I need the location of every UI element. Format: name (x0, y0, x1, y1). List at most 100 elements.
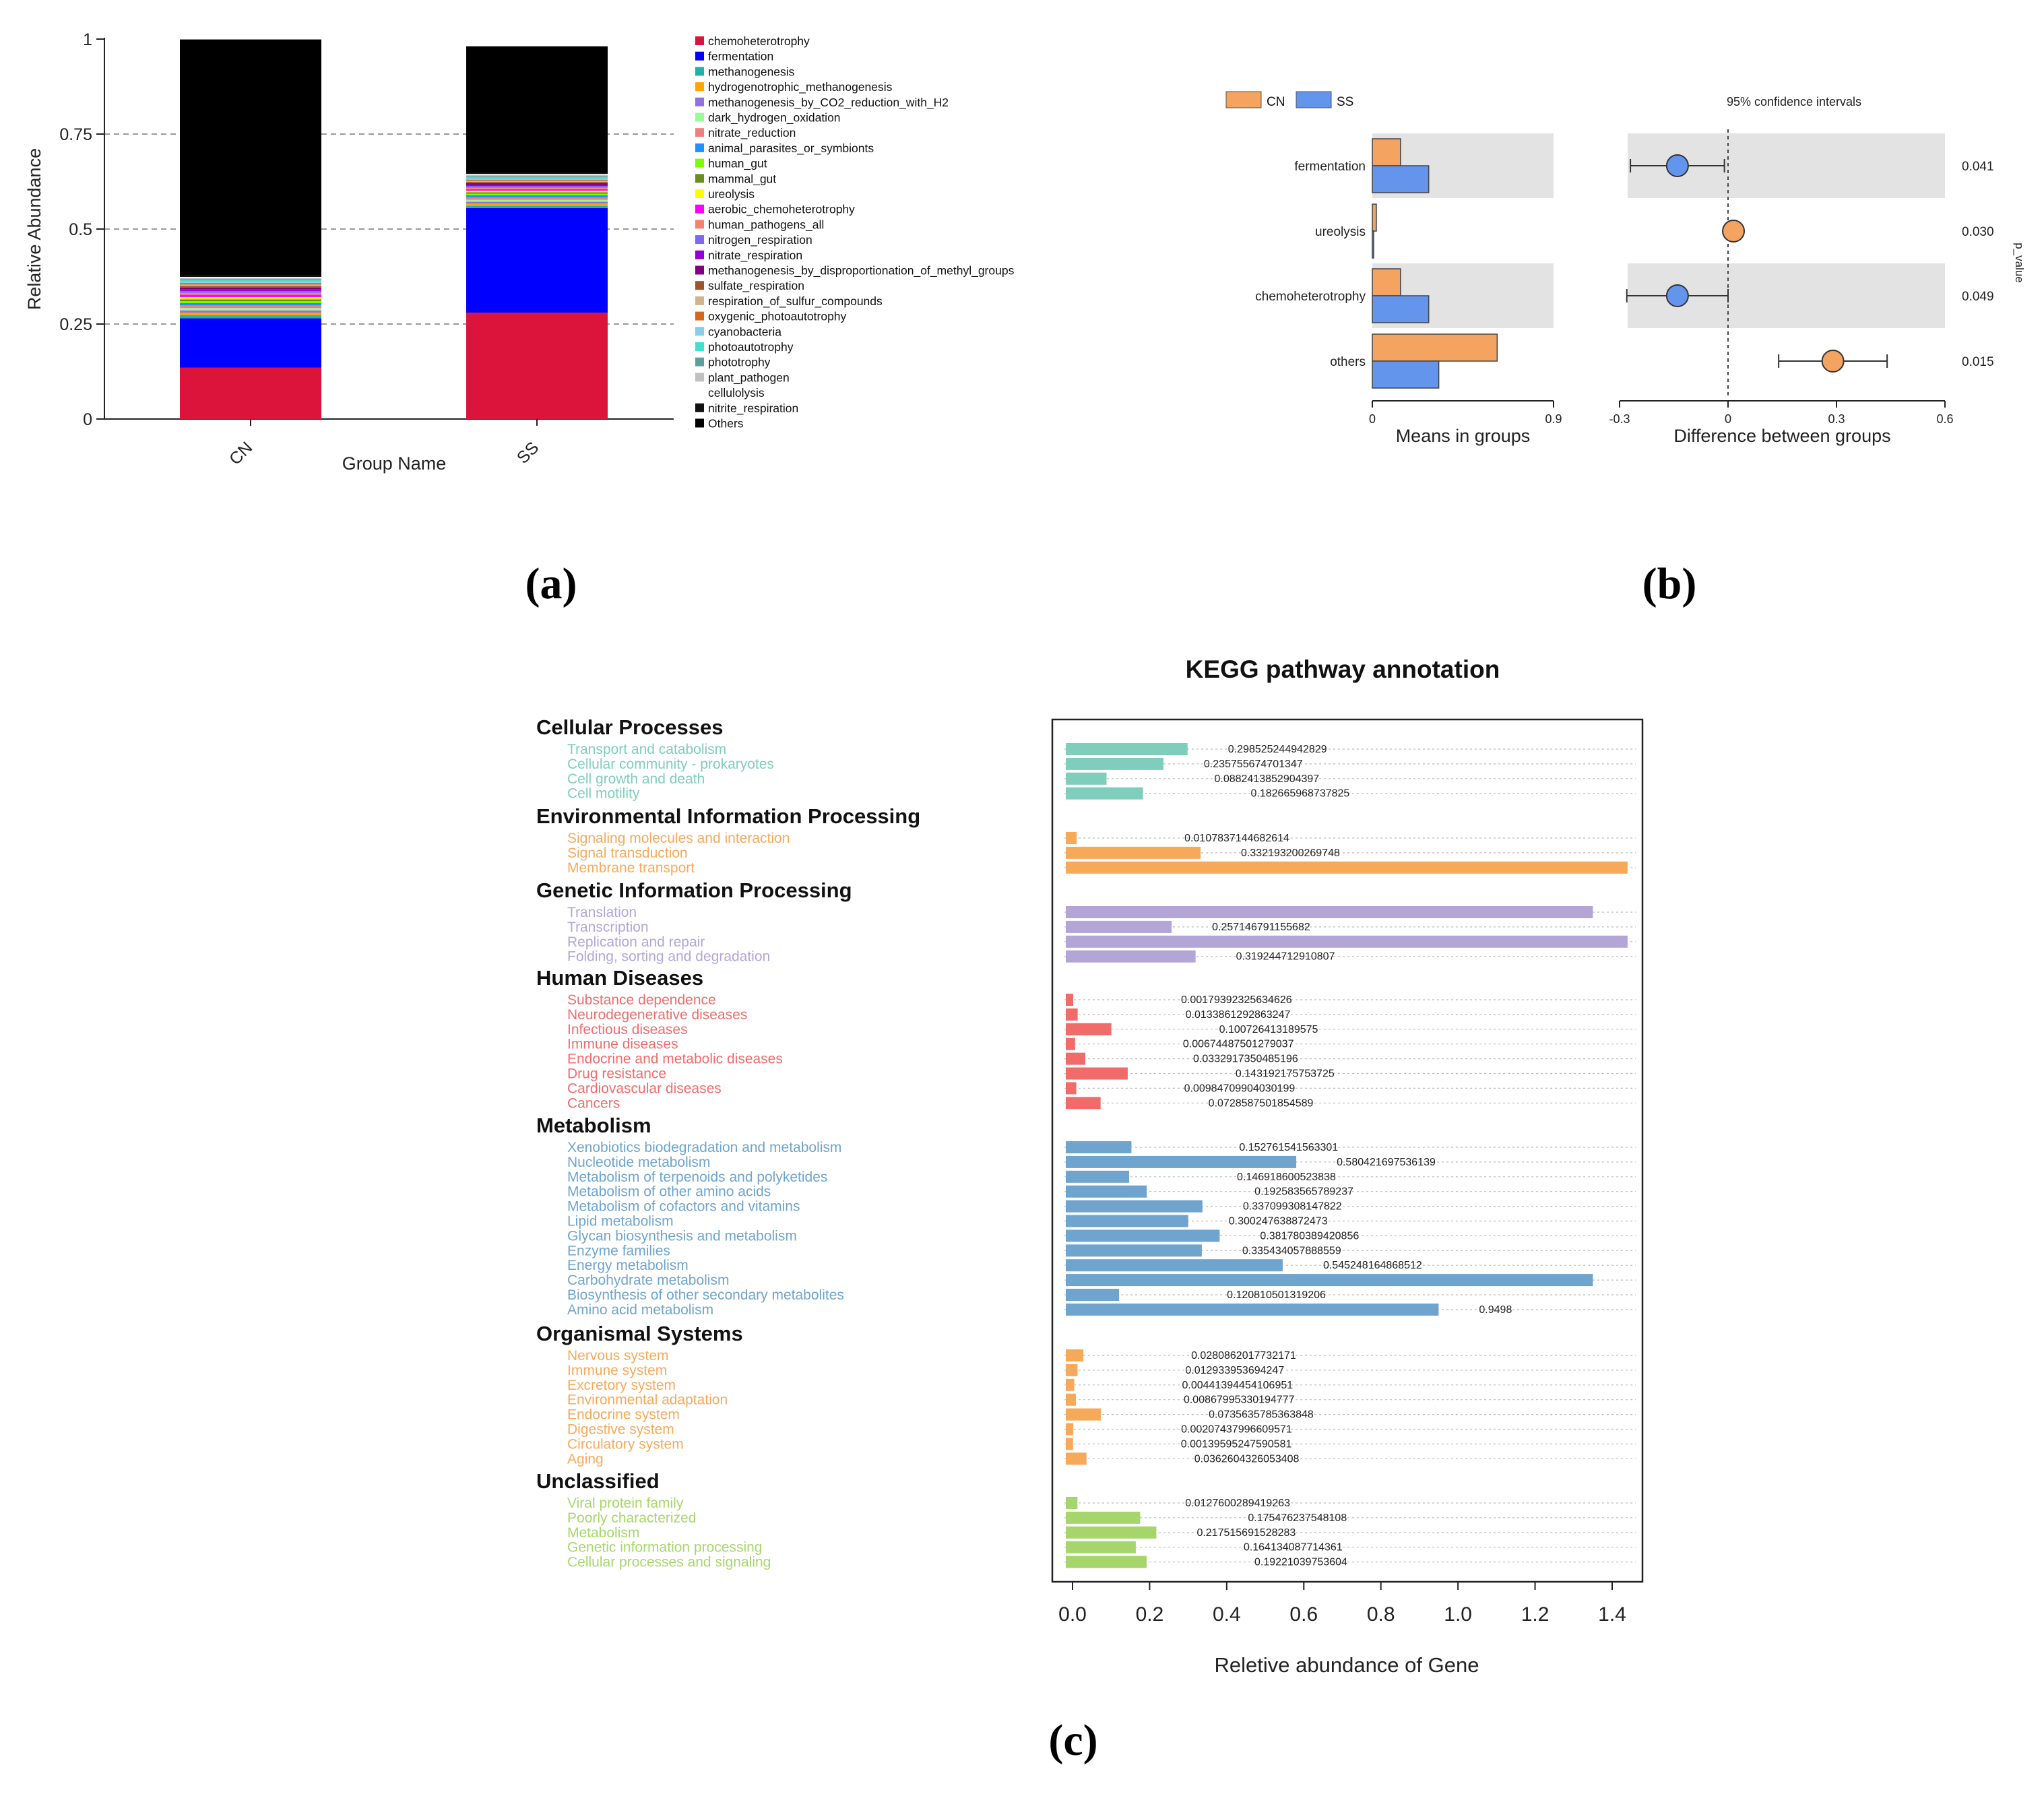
pathway-label: Endocrine system (567, 1407, 680, 1423)
pathway-bar (1066, 1438, 1073, 1450)
legend-swatch (695, 250, 704, 259)
pathway-bar (1066, 787, 1143, 800)
pathway-label: Cell growth and death (567, 771, 705, 787)
y-tick-label: 1 (83, 30, 92, 49)
pathway-label: Signal transduction (567, 845, 688, 861)
pathway-label: Excretory system (567, 1378, 676, 1393)
legend-swatch (695, 51, 704, 61)
pathway-bar (1066, 1052, 1086, 1065)
pathway-label: Digestive system (567, 1422, 674, 1438)
difference-point (1665, 284, 1689, 307)
pathway-bar (1066, 906, 1593, 918)
bar-segment (180, 39, 321, 276)
x-tick-label: 0.3 (1828, 412, 1845, 426)
legend-swatch (695, 296, 704, 305)
category-label: fermentation (1294, 160, 1366, 174)
y-tick-label: 0.25 (59, 315, 92, 334)
bar-value-label: 0.298525244942829 (1228, 744, 1327, 755)
bar-value-label: 0.0107837144682614 (1184, 833, 1289, 844)
bar-value-label: 0.182665968737825 (1251, 788, 1350, 800)
bar-segment (466, 181, 608, 183)
pathway-bar (1066, 1378, 1075, 1391)
group-heading: Metabolism (536, 1114, 651, 1137)
x-axis-label: Means in groups (1396, 426, 1531, 446)
pathway-bar (1066, 1023, 1112, 1035)
legend-label: fermentation (708, 50, 773, 63)
p-value-label: 0.030 (1962, 225, 1994, 239)
panel-label-b: (b) (1642, 559, 1697, 608)
bar-value-label: 0.164134087714361 (1244, 1542, 1343, 1553)
bar-segment (180, 313, 321, 316)
bar-segment (466, 201, 608, 204)
bar-value-label: 0.0362604326053408 (1194, 1453, 1300, 1465)
legend-label: nitrate_respiration (708, 249, 802, 263)
bar-segment (180, 287, 321, 290)
group-heading: Organismal Systems (536, 1322, 743, 1345)
pathway-bar (1066, 772, 1107, 785)
panel-label-c: (c) (1048, 1716, 1097, 1765)
pathway-label: Environmental adaptation (567, 1392, 728, 1408)
bar-segment (466, 174, 608, 177)
bar-segment (466, 46, 608, 173)
pathway-label: Metabolism (567, 1525, 639, 1541)
legend-label: methanogenesis (708, 65, 795, 78)
pathway-label: Metabolism of terpenoids and polyketides (567, 1170, 827, 1185)
bar-value-label: 0.00674487501279037 (1183, 1039, 1294, 1050)
legend-label: photoautotrophy (708, 340, 794, 354)
panel-label-a: (a) (525, 559, 577, 608)
bar-segment (466, 177, 608, 179)
bar-value-label: 0.100726413189575 (1219, 1024, 1318, 1035)
legend-swatch (695, 357, 704, 366)
pathway-bar (1066, 1082, 1077, 1095)
pathway-bar (1066, 1423, 1074, 1436)
legend-label: phototrophy (708, 356, 771, 369)
pathway-bar (1066, 1170, 1130, 1183)
pathway-label: Transcription (567, 920, 649, 935)
pathway-label: Viral protein family (567, 1496, 684, 1511)
x-tick-label: 0.0 (1058, 1603, 1087, 1626)
x-tick-label: 0.4 (1213, 1603, 1241, 1626)
bar-segment (466, 182, 608, 183)
pathway-bar (1066, 1541, 1136, 1553)
bar-segment (466, 183, 608, 185)
pathway-bar (1066, 846, 1201, 859)
legend-label: dark_hydrogen_oxidation (708, 111, 841, 125)
legend-swatch (1225, 91, 1262, 108)
legend-swatch (695, 235, 704, 245)
bar-segment (180, 279, 321, 281)
pathway-label: Genetic information processing (567, 1540, 762, 1556)
pathway-bar (1066, 1200, 1203, 1213)
pathway-label: Carbohydrate metabolism (567, 1273, 729, 1288)
bar-value-label: 0.120810501319206 (1227, 1289, 1326, 1301)
legend-label: human_gut (708, 157, 767, 171)
legend-swatch (695, 174, 704, 183)
pathway-label: Immune system (567, 1363, 667, 1378)
pathway-label: Infectious diseases (567, 1022, 688, 1037)
pathway-label: Enzyme families (567, 1243, 670, 1258)
pathway-label: Nucleotide metabolism (567, 1155, 710, 1170)
x-tick-label: 0.8 (1367, 1603, 1395, 1626)
pathway-label: Cancers (567, 1095, 620, 1111)
ci-title: 95% confidence intervals (1727, 95, 1861, 108)
legend-swatch (695, 327, 704, 336)
bar-segment (180, 308, 321, 311)
bar-segment (466, 207, 608, 313)
pathway-bar (1066, 1215, 1188, 1227)
legend-swatch (695, 189, 704, 198)
bar-value-label: 0.580421697536139 (1337, 1157, 1436, 1168)
legend-label: nitrate_reduction (708, 126, 796, 140)
bar-segment (180, 301, 321, 303)
legend-swatch (695, 281, 704, 290)
bar-value-label: 0.0882413852904397 (1214, 773, 1319, 785)
bar-value-label: 0.0280862017732171 (1191, 1350, 1296, 1361)
x-axis-label: Difference between groups (1673, 426, 1890, 446)
bar-segment (466, 199, 608, 202)
panel-b-extended-error-bar-chart: CN SS fermentation ureolysis chemoheterotrop… (1225, 91, 2026, 446)
pathway-label: Translation (567, 905, 637, 920)
p-value-label: 0.049 (1962, 290, 1994, 304)
legend-label: cyanobacteria (708, 325, 781, 338)
bar-segment (466, 172, 608, 174)
pathway-bar (1066, 1393, 1076, 1406)
mean-bar (1372, 203, 1377, 232)
mean-bar (1372, 333, 1498, 362)
